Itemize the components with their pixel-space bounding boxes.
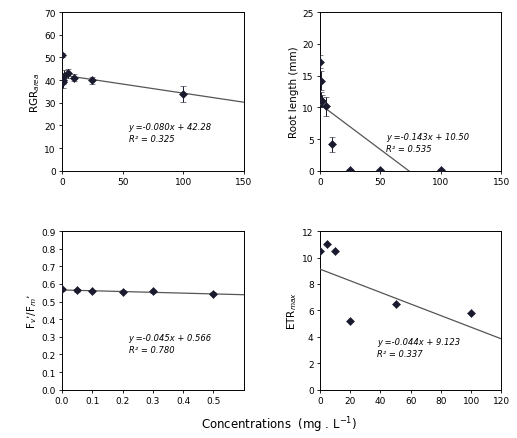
Text: y =-0.143x + 10.50
R² = 0.535: y =-0.143x + 10.50 R² = 0.535 — [387, 133, 469, 153]
Text: y =-0.044x + 9.123
R² = 0.337: y =-0.044x + 9.123 R² = 0.337 — [377, 337, 461, 358]
Y-axis label: ETR$_{max}$: ETR$_{max}$ — [285, 292, 299, 330]
Y-axis label: Root length (mm): Root length (mm) — [290, 46, 299, 138]
Y-axis label: F$_{v}$’/F$_{m}$’: F$_{v}$’/F$_{m}$’ — [25, 293, 39, 328]
Text: y =-0.080x + 42.28
R² = 0.325: y =-0.080x + 42.28 R² = 0.325 — [129, 123, 212, 143]
Text: y =-0.045x + 0.566
R² = 0.780: y =-0.045x + 0.566 R² = 0.780 — [129, 334, 212, 354]
Y-axis label: RGR$_{area}$: RGR$_{area}$ — [28, 72, 41, 113]
Text: Concentrations  (mg . L$^{-1}$): Concentrations (mg . L$^{-1}$) — [201, 414, 357, 434]
